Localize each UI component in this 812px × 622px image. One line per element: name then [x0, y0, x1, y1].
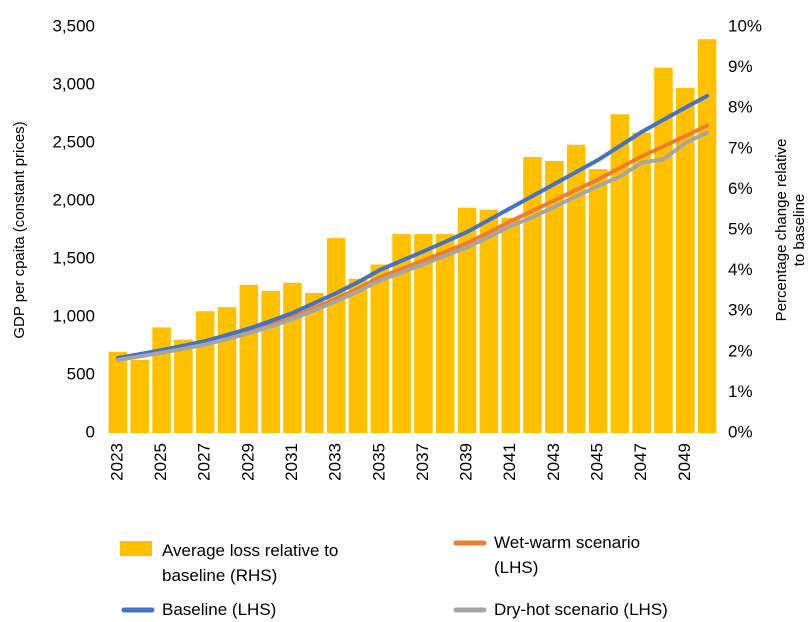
bar — [566, 144, 586, 434]
bar — [632, 132, 651, 433]
y-tick-label: 1,000 — [52, 306, 95, 325]
bar — [239, 284, 259, 433]
bar — [217, 307, 237, 433]
y-tick-label: 3,500 — [52, 16, 95, 35]
bar — [130, 359, 150, 433]
y2-tick-label: 0% — [728, 422, 753, 441]
x-tick-label: 2037 — [413, 443, 432, 481]
y2-axis-label: to baseline — [791, 194, 808, 267]
bar — [108, 351, 128, 433]
line — [115, 94, 710, 360]
x-tick-label: 2025 — [151, 443, 170, 481]
bar — [457, 207, 477, 433]
legend-label: Wet-warm scenario (LHS) — [494, 533, 641, 577]
x-tick-label: 2033 — [326, 443, 345, 481]
line — [115, 130, 710, 362]
bar — [697, 39, 717, 434]
legend-swatch — [120, 541, 152, 556]
y2-axis-label: Percentage change relative — [773, 139, 790, 322]
y2-tick-label: 1% — [728, 382, 753, 401]
bar — [152, 327, 171, 433]
y2-tick-label: 5% — [728, 219, 753, 238]
bar — [588, 169, 608, 433]
bar — [435, 234, 455, 433]
y-tick-label: 1,500 — [52, 248, 95, 267]
bar — [501, 217, 520, 433]
x-tick-label: 2045 — [587, 443, 606, 481]
x-tick-label: 2041 — [500, 443, 519, 481]
x-tick-label: 2035 — [369, 443, 388, 481]
x-tick-label: 2043 — [544, 443, 563, 481]
y2-tick-label: 3% — [728, 301, 753, 320]
y2-tick-label: 2% — [728, 341, 753, 360]
y-tick-label: 2,000 — [52, 190, 95, 209]
legend-label: Baseline (LHS) — [162, 600, 277, 619]
bar — [326, 238, 346, 433]
x-tick-label: 2031 — [282, 443, 301, 481]
y-tick-label: 3,000 — [52, 74, 95, 93]
x-tick-label: 2029 — [238, 443, 257, 481]
bar — [305, 292, 324, 433]
y2-tick-label: 9% — [728, 57, 753, 76]
y2-tick-label: 6% — [728, 179, 753, 198]
y2-tick-label: 7% — [728, 138, 753, 157]
y-tick-label: 2,500 — [52, 132, 95, 151]
y-tick-label: 0 — [86, 422, 95, 441]
bar — [283, 282, 302, 433]
bar — [370, 264, 390, 433]
bar — [479, 209, 499, 433]
y-tick-label: 500 — [67, 364, 95, 383]
x-tick-label: 2049 — [675, 443, 694, 481]
y-axis-label: GDP per cpaita (constant prices) — [11, 121, 28, 338]
y2-tick-label: 4% — [728, 260, 753, 279]
x-tick-label: 2023 — [107, 443, 126, 481]
bar — [610, 114, 630, 433]
bar — [174, 339, 193, 433]
y2-tick-label: 8% — [728, 98, 753, 117]
bar — [675, 87, 695, 434]
bar — [348, 278, 368, 433]
x-tick-label: 2047 — [631, 443, 650, 481]
bar — [392, 234, 411, 433]
bar — [523, 156, 542, 434]
bar — [545, 160, 564, 434]
x-tick-label: 2039 — [457, 443, 476, 481]
x-tick-label: 2027 — [195, 443, 214, 481]
legend-label: Average loss relative to baseline (RHS) — [162, 541, 339, 585]
bar — [414, 234, 433, 433]
legend-label: Dry-hot scenario (LHS) — [494, 600, 668, 619]
y2-tick-label: 10% — [728, 16, 762, 35]
bar — [261, 290, 280, 433]
bar — [195, 311, 215, 433]
